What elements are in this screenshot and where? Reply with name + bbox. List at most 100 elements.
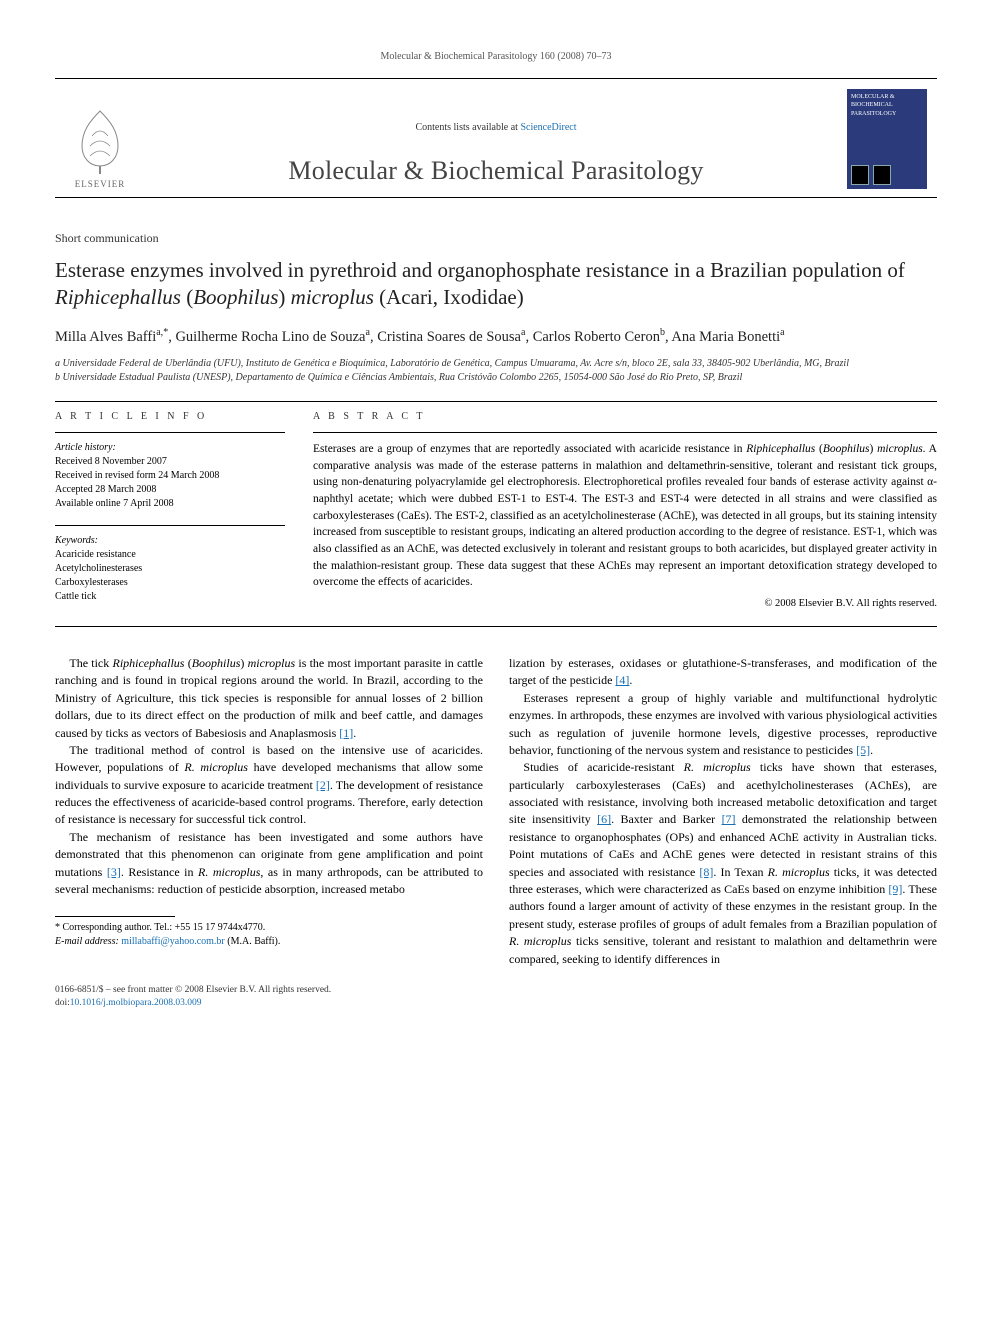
- citation-link[interactable]: [3]: [107, 865, 121, 879]
- author: , Ana Maria Bonetti: [665, 329, 780, 345]
- info-abstract-row: A R T I C L E I N F O Article history: R…: [55, 410, 937, 618]
- body-paragraph: The tick Riphicephallus (Boophilus) micr…: [55, 655, 483, 742]
- author-sup: a: [780, 327, 784, 338]
- body-text: (: [184, 656, 191, 670]
- doi-line: doi:10.1016/j.molbiopara.2008.03.009: [55, 997, 937, 1010]
- history-label: Article history:: [55, 441, 285, 455]
- journal-cover: MOLECULAR & BIOCHEMICAL PARASITOLOGY: [847, 89, 937, 197]
- keyword: Acetylcholinesterases: [55, 562, 285, 576]
- divider: [55, 401, 937, 402]
- citation-link[interactable]: [4]: [615, 673, 629, 687]
- citation-link[interactable]: [2]: [316, 778, 330, 792]
- body-italic: R. microplus: [684, 760, 751, 774]
- cover-text: MOLECULAR & BIOCHEMICAL PARASITOLOGY: [851, 93, 923, 118]
- title-part: ): [278, 285, 290, 309]
- body-paragraph: The traditional method of control is bas…: [55, 742, 483, 829]
- abs-part: (: [815, 443, 823, 455]
- doi-prefix: doi:: [55, 998, 70, 1008]
- body-text: ): [240, 656, 247, 670]
- affiliation: a Universidade Federal de Uberlândia (UF…: [55, 357, 937, 371]
- paper-title: Esterase enzymes involved in pyrethroid …: [55, 257, 937, 312]
- keyword: Carboxylesterases: [55, 576, 285, 590]
- front-matter-line: 0166-6851/$ – see front matter © 2008 El…: [55, 984, 937, 997]
- affiliation: b Universidade Estadual Paulista (UNESP)…: [55, 371, 937, 385]
- contents-line: Contents lists available at ScienceDirec…: [145, 121, 847, 135]
- body-text: .: [870, 743, 873, 757]
- body-text: The tick: [69, 656, 112, 670]
- footnotes: * Corresponding author. Tel.: +55 15 17 …: [55, 921, 483, 949]
- publisher-label: ELSEVIER: [75, 178, 126, 191]
- keywords-block: Keywords: Acaricide resistance Acetylcho…: [55, 534, 285, 604]
- body-paragraph: Studies of acaricide-resistant R. microp…: [509, 759, 937, 968]
- corresponding-author: * Corresponding author. Tel.: +55 15 17 …: [55, 921, 483, 935]
- affiliations: a Universidade Federal de Uberlândia (UF…: [55, 357, 937, 385]
- article-history: Article history: Received 8 November 200…: [55, 441, 285, 511]
- abstract-text: Esterases are a group of enzymes that ar…: [313, 441, 937, 591]
- body-text: .: [629, 673, 632, 687]
- title-part-italic: Riphicephallus: [55, 285, 181, 309]
- author: Milla Alves Baffi: [55, 329, 156, 345]
- email-tail: (M.A. Baffi).: [225, 936, 281, 947]
- citation-link[interactable]: [1]: [339, 726, 353, 740]
- citation-link[interactable]: [9]: [888, 882, 902, 896]
- running-head: Molecular & Biochemical Parasitology 160…: [55, 50, 937, 64]
- body-italic: microplus: [248, 656, 296, 670]
- abs-part: . A comparative analysis was made of the…: [313, 443, 937, 588]
- body-paragraph: Esterases represent a group of highly va…: [509, 690, 937, 760]
- keyword: Acaricide resistance: [55, 548, 285, 562]
- abstract-copyright: © 2008 Elsevier B.V. All rights reserved…: [313, 597, 937, 612]
- elsevier-tree-icon: [70, 106, 130, 176]
- citation-link[interactable]: [8]: [699, 865, 713, 879]
- email-line: E-mail address: millabaffi@yahoo.com.br …: [55, 935, 483, 949]
- abs-part-italic: Riphicephallus: [746, 443, 815, 455]
- authors: Milla Alves Baffia,*, Guilherme Rocha Li…: [55, 325, 937, 349]
- body-italic: R. microplus: [509, 934, 571, 948]
- doi-link[interactable]: 10.1016/j.molbiopara.2008.03.009: [70, 998, 202, 1008]
- citation-link[interactable]: [5]: [856, 743, 870, 757]
- section-label: Short communication: [55, 230, 937, 247]
- sciencedirect-link[interactable]: ScienceDirect: [520, 122, 576, 133]
- body-text: . Resistance in: [121, 865, 198, 879]
- email-link[interactable]: millabaffi@yahoo.com.br: [121, 936, 224, 947]
- body-columns: The tick Riphicephallus (Boophilus) micr…: [55, 655, 937, 968]
- citation-link[interactable]: [7]: [722, 812, 736, 826]
- title-part: (Acari, Ixodidae): [374, 285, 524, 309]
- abs-part: ): [870, 443, 878, 455]
- article-info-column: A R T I C L E I N F O Article history: R…: [55, 410, 285, 618]
- author: , Cristina Soares de Sousa: [370, 329, 521, 345]
- author: , Carlos Roberto Ceron: [525, 329, 660, 345]
- email-label: E-mail address:: [55, 936, 121, 947]
- author: , Guilherme Rocha Lino de Souza: [168, 329, 365, 345]
- body-paragraph: The mechanism of resistance has been inv…: [55, 829, 483, 899]
- footnote-divider: [55, 916, 175, 917]
- divider: [55, 525, 285, 526]
- publisher-logo-block: ELSEVIER: [55, 106, 145, 197]
- body-paragraph: lization by esterases, oxidases or gluta…: [509, 655, 937, 690]
- history-online: Available online 7 April 2008: [55, 497, 285, 511]
- abs-part-italic: microplus: [877, 443, 923, 455]
- body-text: Studies of acaricide-resistant: [523, 760, 683, 774]
- journal-title: Molecular & Biochemical Parasitology: [145, 153, 847, 189]
- masthead: ELSEVIER Contents lists available at Sci…: [55, 78, 937, 198]
- divider: [55, 626, 937, 627]
- abs-part: Esterases are a group of enzymes that ar…: [313, 443, 746, 455]
- body-text: .: [353, 726, 356, 740]
- masthead-center: Contents lists available at ScienceDirec…: [145, 121, 847, 197]
- title-part-italic: Boophilus: [193, 285, 278, 309]
- body-text: . Baxter and Barker: [611, 812, 721, 826]
- divider: [55, 432, 285, 433]
- keyword: Cattle tick: [55, 590, 285, 604]
- citation-link[interactable]: [6]: [597, 812, 611, 826]
- cover-thumbs: [851, 165, 923, 185]
- title-part-italic: microplus: [291, 285, 374, 309]
- contents-prefix: Contents lists available at: [415, 122, 520, 133]
- body-text: ticks sensitive, tolerant and resistant …: [509, 934, 937, 965]
- bottom-bar: 0166-6851/$ – see front matter © 2008 El…: [55, 984, 937, 1011]
- body-italic: R. microplus: [198, 865, 260, 879]
- article-info-head: A R T I C L E I N F O: [55, 410, 285, 424]
- history-accepted: Accepted 28 March 2008: [55, 483, 285, 497]
- divider: [313, 432, 937, 433]
- title-part: (: [181, 285, 193, 309]
- history-revised: Received in revised form 24 March 2008: [55, 469, 285, 483]
- abstract-column: A B S T R A C T Esterases are a group of…: [313, 410, 937, 618]
